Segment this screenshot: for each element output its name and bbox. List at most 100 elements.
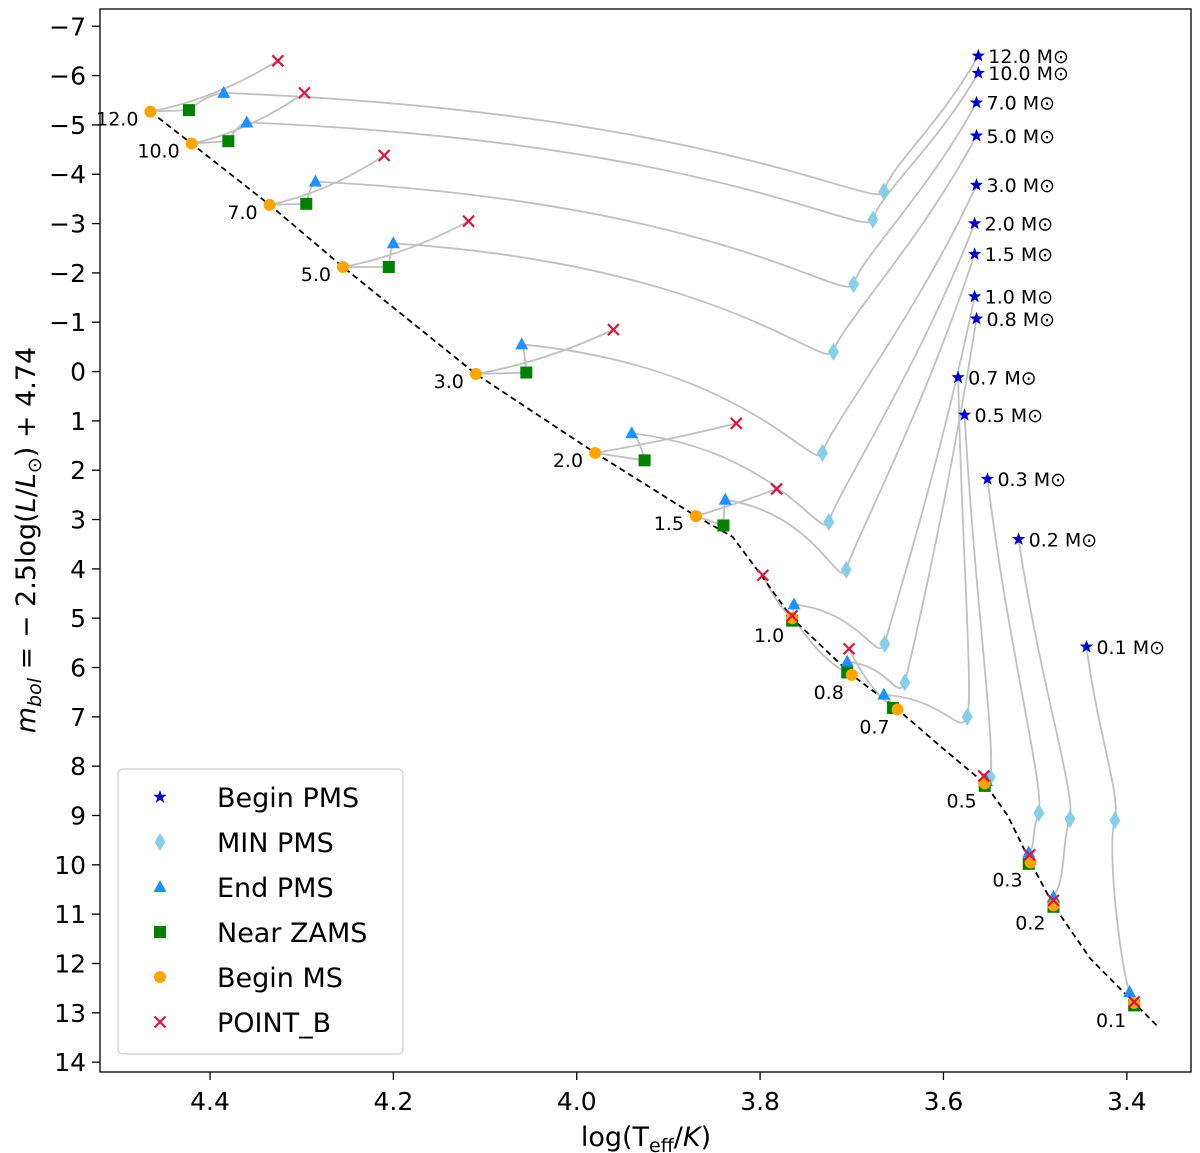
mass-label-12.0: 12.0 M⊙	[988, 46, 1069, 68]
begin-ms-marker-5.0	[336, 260, 349, 273]
end-pms-marker-5.0	[386, 236, 400, 249]
diamond-shape	[1064, 809, 1076, 828]
begin-pms-marker-0.8	[969, 311, 984, 325]
diamond-shape	[961, 707, 973, 726]
star-shape	[969, 311, 984, 325]
track-0.7	[848, 377, 970, 724]
point-b-marker-10.0	[298, 86, 311, 100]
y-tick-label: 4	[70, 555, 86, 584]
star-shape	[980, 472, 995, 485]
mass-label-7.0: 7.0 M⊙	[986, 93, 1055, 115]
cross-shape	[607, 323, 620, 336]
diamond-shape	[878, 182, 890, 201]
x-tick-label: 4.2	[373, 1087, 413, 1116]
mass-label-1.5: 1.5 M⊙	[985, 244, 1054, 266]
triangle-shape	[308, 174, 322, 187]
zams-label-3.0: 3.0	[434, 371, 464, 393]
cross-shape	[842, 642, 856, 656]
diamond-shape	[827, 342, 839, 361]
diamond-shape	[1109, 811, 1121, 830]
triangle-shape	[217, 85, 231, 98]
x-tick-label: 3.6	[924, 1087, 964, 1116]
cross-shape	[1023, 848, 1036, 862]
star-shape	[1012, 532, 1026, 545]
x-tick-label: 4.4	[190, 1087, 230, 1116]
star-shape	[971, 48, 985, 62]
zams-label-12.0: 12.0	[96, 109, 138, 131]
legend-circle-icon	[154, 971, 166, 983]
begin-pms-marker-5.0	[969, 128, 984, 142]
point-b-marker-1.5	[770, 482, 783, 496]
near-zams-marker-2.0	[638, 454, 651, 467]
star-shape	[951, 370, 965, 384]
end-pms-marker-1.5	[718, 492, 732, 505]
circle-shape	[144, 105, 157, 118]
end-pms-marker-0.8	[840, 654, 854, 667]
near-zams-marker-3.0	[520, 366, 533, 379]
track-1.0	[762, 296, 976, 650]
zams-line	[149, 110, 1160, 1029]
point-b-marker-0.1	[1127, 995, 1141, 1009]
begin-ms-marker-0.8	[845, 668, 858, 681]
y-tick-label: −2	[49, 259, 86, 288]
near-zams-marker-10.0	[222, 135, 235, 148]
begin-ms-marker-10.0	[185, 137, 198, 150]
y-tick-label: 1	[70, 407, 86, 436]
y-tick-label: 8	[70, 752, 86, 781]
square-shape	[154, 926, 166, 938]
cross-shape	[377, 149, 391, 162]
point-b-marker-5.0	[462, 214, 475, 228]
end-pms-marker-12.0	[217, 85, 231, 98]
y-axis-label: mbol = − 2.5log(L/L⊙) + 4.74	[11, 347, 46, 734]
begin-ms-marker-0.7	[891, 703, 904, 716]
min-pms-marker-0.1	[1109, 811, 1121, 830]
square-shape	[520, 366, 533, 379]
circle-shape	[786, 612, 799, 625]
point-b-marker-2.0	[729, 417, 743, 430]
y-tick-label: 12	[54, 949, 86, 978]
begin-pms-marker-0.5	[957, 408, 972, 421]
end-pms-marker-3.0	[515, 337, 529, 350]
point-b-marker-0.2	[1047, 894, 1060, 907]
star-shape	[968, 216, 982, 230]
legend-entry-end-pms: End PMS	[153, 873, 334, 904]
track-0.5	[963, 414, 993, 788]
y-tick-label: −5	[49, 111, 86, 140]
end-pms-marker-10.0	[240, 115, 254, 128]
y-tick-label: 2	[70, 456, 86, 485]
zams-label-0.2: 0.2	[1015, 912, 1045, 934]
circle-shape	[689, 510, 702, 523]
triangle-shape	[386, 236, 400, 249]
diamond-shape	[840, 560, 852, 579]
triangle-shape	[515, 337, 529, 350]
star-shape	[969, 128, 984, 142]
star-shape	[1079, 639, 1094, 653]
mass-label-0.8: 0.8 M⊙	[986, 309, 1055, 331]
legend-square-icon	[154, 926, 166, 938]
min-pms-marker-12.0	[878, 182, 890, 201]
legend-label: Near ZAMS	[217, 918, 367, 949]
min-pms-marker-5.0	[827, 342, 839, 361]
triangle-shape	[840, 654, 854, 667]
y-tick-label: −4	[49, 160, 86, 189]
mass-label-0.7: 0.7 M⊙	[968, 367, 1037, 389]
min-pms-marker-3.0	[816, 443, 828, 462]
star-shape	[153, 790, 167, 803]
circle-shape	[469, 368, 482, 381]
end-pms-marker-0.3	[1022, 845, 1036, 858]
end-pms-marker-1.0	[787, 597, 801, 610]
star-shape	[969, 95, 984, 109]
mass-label-0.3: 0.3 M⊙	[997, 469, 1066, 491]
zams-label-2.0: 2.0	[553, 450, 583, 472]
legend-label: POINT_B	[217, 1008, 331, 1039]
zams-label-0.5: 0.5	[946, 790, 976, 812]
x-axis-label: log(Teff/K)	[581, 1122, 711, 1153]
end-pms-marker-0.2	[1046, 889, 1060, 902]
legend-label: MIN PMS	[217, 828, 334, 859]
point-b-marker-0.5	[977, 769, 991, 783]
mass-label-0.1: 0.1 M⊙	[1096, 637, 1165, 659]
circle-shape	[589, 446, 602, 459]
begin-ms-marker-12.0	[144, 105, 157, 118]
triangle-shape	[1123, 985, 1137, 998]
